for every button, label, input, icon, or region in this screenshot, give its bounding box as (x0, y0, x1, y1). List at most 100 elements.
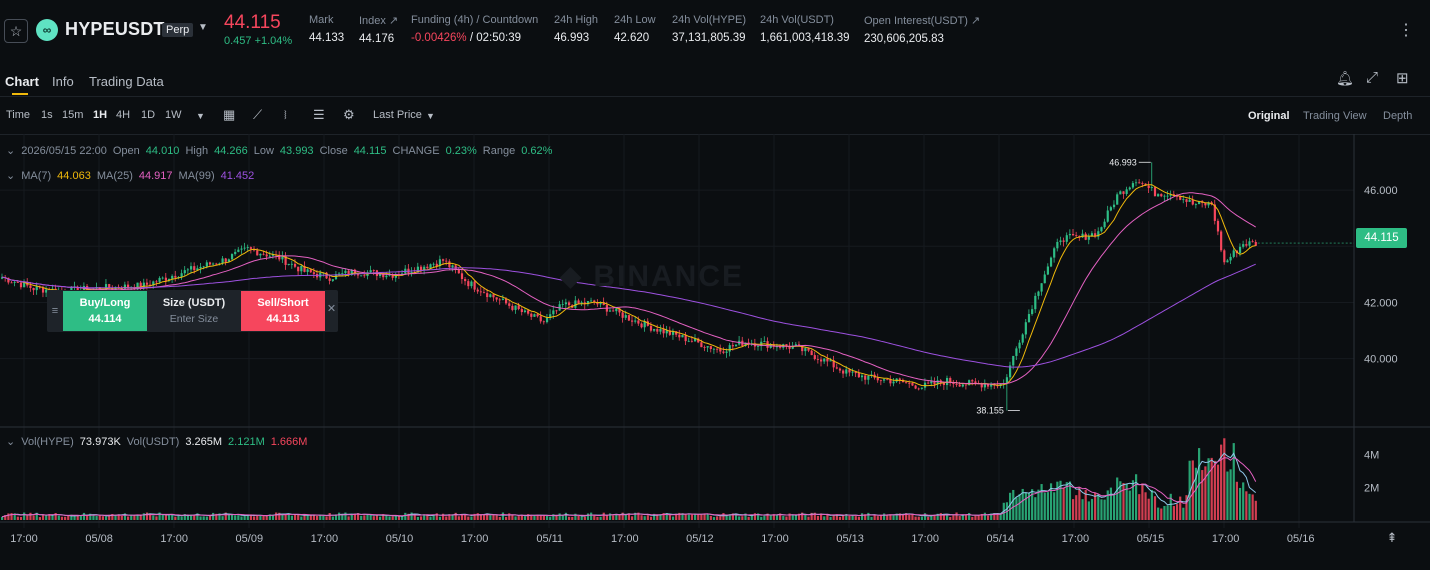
candle-body (734, 344, 738, 347)
interval-dropdown-icon[interactable]: ▼ (196, 111, 205, 121)
candle-body (1157, 194, 1160, 197)
candle-body (1229, 256, 1232, 261)
candle-body (1242, 244, 1245, 247)
view-depth[interactable]: Depth (1383, 110, 1413, 122)
candle-body (542, 321, 545, 323)
price-type-select[interactable]: Last Price (373, 109, 422, 121)
candle-body (1175, 196, 1179, 197)
volume-bar (98, 515, 101, 520)
alert-bell-icon[interactable]: 🔔︎ (1336, 70, 1354, 86)
volume-bar (561, 515, 564, 520)
volume-bar (1021, 488, 1024, 520)
volume-bar (656, 514, 659, 520)
candle-body (785, 344, 788, 347)
candle-body (202, 266, 205, 268)
candle-body (180, 273, 183, 278)
layout-grid-icon[interactable]: ⊞ (1396, 70, 1409, 87)
volume-bar (460, 514, 464, 520)
volume-bar (328, 513, 331, 520)
candle-body (495, 297, 498, 300)
volume-bar (467, 516, 470, 520)
volume-bar (95, 516, 98, 520)
volume-bar (234, 515, 237, 520)
settings-sliders-icon[interactable]: ☰ (313, 107, 325, 122)
gear-icon[interactable]: ⚙ (343, 107, 355, 122)
view-trading-view[interactable]: Trading View (1303, 110, 1367, 122)
calendar-icon[interactable]: ▦ (223, 107, 236, 122)
tab-info[interactable]: Info (52, 74, 74, 89)
interval-1h[interactable]: 1H (93, 109, 108, 121)
candle-body (911, 383, 914, 386)
volume-bar (1015, 497, 1018, 520)
stat-open-interest[interactable]: Open Interest(USDT) ↗ 230,606,205.83 (864, 15, 981, 45)
close-icon[interactable]: ✕ (326, 303, 337, 315)
volume-bar (1116, 477, 1119, 520)
volume-bar (873, 515, 876, 520)
candle-body (555, 310, 558, 312)
volume-bar (1160, 508, 1163, 520)
sell-short-button[interactable]: Sell/Short 44.113 (241, 291, 325, 331)
volume-bar (41, 515, 45, 520)
more-options-icon[interactable]: ⋮ (1398, 22, 1414, 39)
volume-bar (212, 512, 215, 520)
candle-body (1204, 202, 1207, 206)
candle-body (974, 381, 977, 383)
candle-body (1119, 191, 1122, 195)
view-original[interactable]: Original (1248, 110, 1290, 122)
candle-body (520, 309, 523, 313)
candle-body (596, 302, 599, 305)
candle-body (558, 304, 561, 311)
indicator-chart-icon[interactable]: ⟋ (253, 107, 263, 122)
candle-body (259, 253, 262, 256)
time-axis-label: 05/10 (386, 533, 414, 545)
candle-body (350, 269, 353, 276)
volume-bar (1245, 491, 1248, 520)
interval-15m[interactable]: 15m (62, 109, 84, 121)
volume-bar (1226, 471, 1229, 520)
candle-body (13, 282, 16, 283)
interval-1w[interactable]: 1W (165, 109, 182, 121)
candle-body (149, 284, 152, 286)
candle-body (876, 377, 879, 381)
symbol-name[interactable]: HYPEUSDT (65, 19, 165, 39)
candle-type-icon[interactable]: ⧘ (284, 107, 287, 122)
stat-index[interactable]: Index ↗ 44.176 (359, 15, 399, 45)
price-type-dropdown-icon[interactable]: ▼ (426, 111, 435, 121)
candlestick-chart[interactable]: 46.993 38.155 46.000 42.000 40.000 4M 2M 17:00 0… (0, 134, 1430, 570)
fullscreen-icon[interactable]: ⤢ (1366, 69, 1379, 86)
volume-bar (385, 515, 388, 520)
volume-bar (848, 515, 851, 520)
candle-body (511, 305, 514, 310)
interval-4h[interactable]: 4H (116, 109, 131, 121)
tab-trading-data[interactable]: Trading Data (89, 74, 164, 89)
volume-bar (634, 512, 637, 520)
time-axis-label: 05/14 (987, 533, 1015, 545)
candle-body (618, 308, 621, 313)
interval-1d[interactable]: 1D (141, 109, 156, 121)
candle-body (429, 264, 432, 269)
tab-chart[interactable]: Chart (5, 74, 39, 89)
ma99-line (1, 263, 1256, 368)
candle-body (656, 328, 659, 332)
volume-bar (1109, 487, 1112, 520)
interval-time[interactable]: Time (6, 109, 31, 121)
candle-body (1062, 240, 1065, 242)
time-axis-label: 05/09 (236, 533, 264, 545)
candle-body (161, 277, 164, 279)
candle-body (16, 282, 19, 283)
volume-bar (262, 515, 265, 520)
volume-bar (1179, 496, 1182, 520)
symbol-dropdown-caret-icon[interactable]: ▼ (198, 22, 208, 33)
candle-body (287, 263, 290, 265)
drag-handle-icon[interactable]: ≡ (51, 305, 59, 317)
interval-1s[interactable]: 1s (41, 109, 53, 121)
candle-body (1153, 187, 1157, 197)
size-input[interactable]: Size (USDT) Enter Size (147, 291, 241, 331)
candle-body (1185, 199, 1188, 202)
candle-body (637, 320, 640, 324)
volume-bar (829, 516, 832, 520)
volume-bar (312, 514, 316, 520)
buy-long-button[interactable]: Buy/Long 44.114 (63, 291, 147, 331)
favorite-star-icon[interactable]: ☆ (4, 19, 28, 43)
volume-bar (401, 516, 404, 520)
